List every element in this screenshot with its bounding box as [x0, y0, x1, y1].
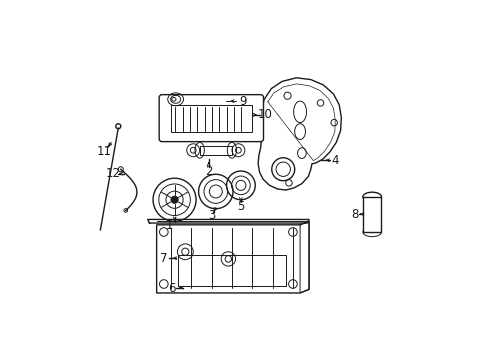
Polygon shape [156, 221, 308, 293]
Text: 12: 12 [105, 167, 120, 180]
Ellipse shape [171, 196, 178, 203]
Polygon shape [258, 78, 341, 190]
Text: 8: 8 [350, 208, 358, 221]
Text: 4: 4 [330, 154, 338, 167]
Text: 6: 6 [168, 282, 176, 295]
Text: 9: 9 [239, 95, 246, 108]
Bar [171, 105, 251, 132]
Text: 1: 1 [165, 219, 173, 233]
Text: 2: 2 [204, 165, 212, 178]
Text: 11: 11 [96, 145, 111, 158]
Bar [362, 197, 381, 232]
Bar [362, 226, 381, 232]
Bar [199, 145, 231, 155]
FancyBboxPatch shape [159, 95, 263, 141]
Text: 5: 5 [237, 200, 244, 213]
Text: 7: 7 [160, 252, 167, 265]
Text: 3: 3 [208, 210, 216, 222]
Text: 10: 10 [257, 108, 272, 121]
Bar [178, 255, 285, 286]
